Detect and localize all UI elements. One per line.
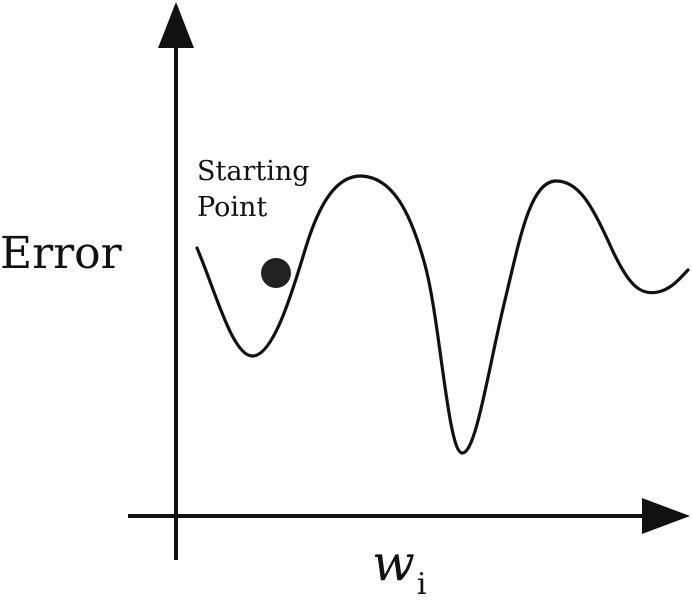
x-axis-arrowhead xyxy=(642,498,690,534)
error-curve xyxy=(195,174,690,455)
x-axis-label-subscript: i xyxy=(416,567,427,602)
y-axis-arrowhead xyxy=(158,2,194,48)
x-axis-label-main: w xyxy=(372,534,415,592)
x-axis-label: wi xyxy=(372,538,426,600)
annotation-line-1: Starting xyxy=(197,156,310,187)
y-axis-label: Error xyxy=(0,228,122,279)
starting-point-annotation: Starting Point xyxy=(197,154,310,226)
annotation-line-2: Point xyxy=(197,192,268,223)
starting-point-marker xyxy=(261,258,291,288)
